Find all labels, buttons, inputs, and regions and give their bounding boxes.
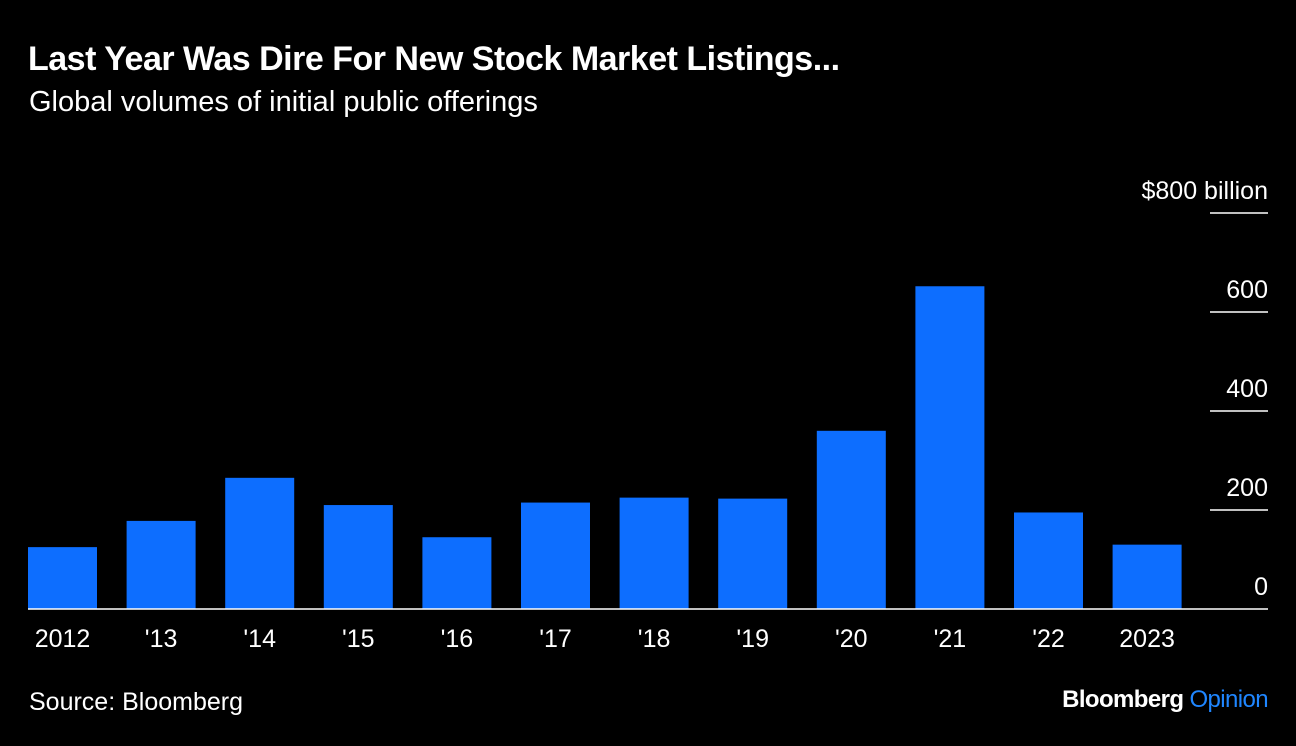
x-tick-label: '21 <box>934 625 967 653</box>
bar <box>28 547 97 609</box>
bar <box>126 520 196 609</box>
y-tick-label: 600 <box>1226 276 1268 304</box>
bar <box>816 430 886 609</box>
x-tick-label: 2023 <box>1119 625 1175 653</box>
x-tick-label: '18 <box>638 625 671 653</box>
bar <box>1014 512 1083 609</box>
bar <box>1112 544 1182 609</box>
x-tick-label: 2012 <box>35 625 91 653</box>
bar <box>521 502 590 609</box>
x-tick-label: '16 <box>441 625 474 653</box>
bar <box>915 286 985 609</box>
x-tick-label: '19 <box>736 625 769 653</box>
bar <box>422 537 492 609</box>
x-tick-label: '20 <box>835 625 868 653</box>
chart-title: Last Year Was Dire For New Stock Market … <box>28 40 840 78</box>
x-tick-label: '22 <box>1032 625 1065 653</box>
y-tick-label: 200 <box>1226 474 1268 502</box>
source-note: Source: Bloomberg <box>29 688 244 716</box>
bar <box>718 498 788 609</box>
bar <box>225 477 295 609</box>
brand-logo-accent: Opinion <box>1189 686 1268 713</box>
bar <box>323 505 393 609</box>
y-tick-label: $800 billion <box>1142 177 1269 205</box>
x-tick-label: '17 <box>539 625 572 653</box>
x-tick-label: '14 <box>243 625 276 653</box>
y-tick-label: 400 <box>1226 375 1268 403</box>
brand-logo: Bloomberg Opinion <box>1062 686 1268 714</box>
bar <box>619 497 689 609</box>
brand-logo-main: Bloomberg <box>1062 686 1184 713</box>
x-tick-label: '13 <box>145 625 178 653</box>
chart-subtitle: Global volumes of initial public offerin… <box>29 86 538 118</box>
x-tick-label: '15 <box>342 625 375 653</box>
y-tick-label: 0 <box>1254 573 1268 601</box>
